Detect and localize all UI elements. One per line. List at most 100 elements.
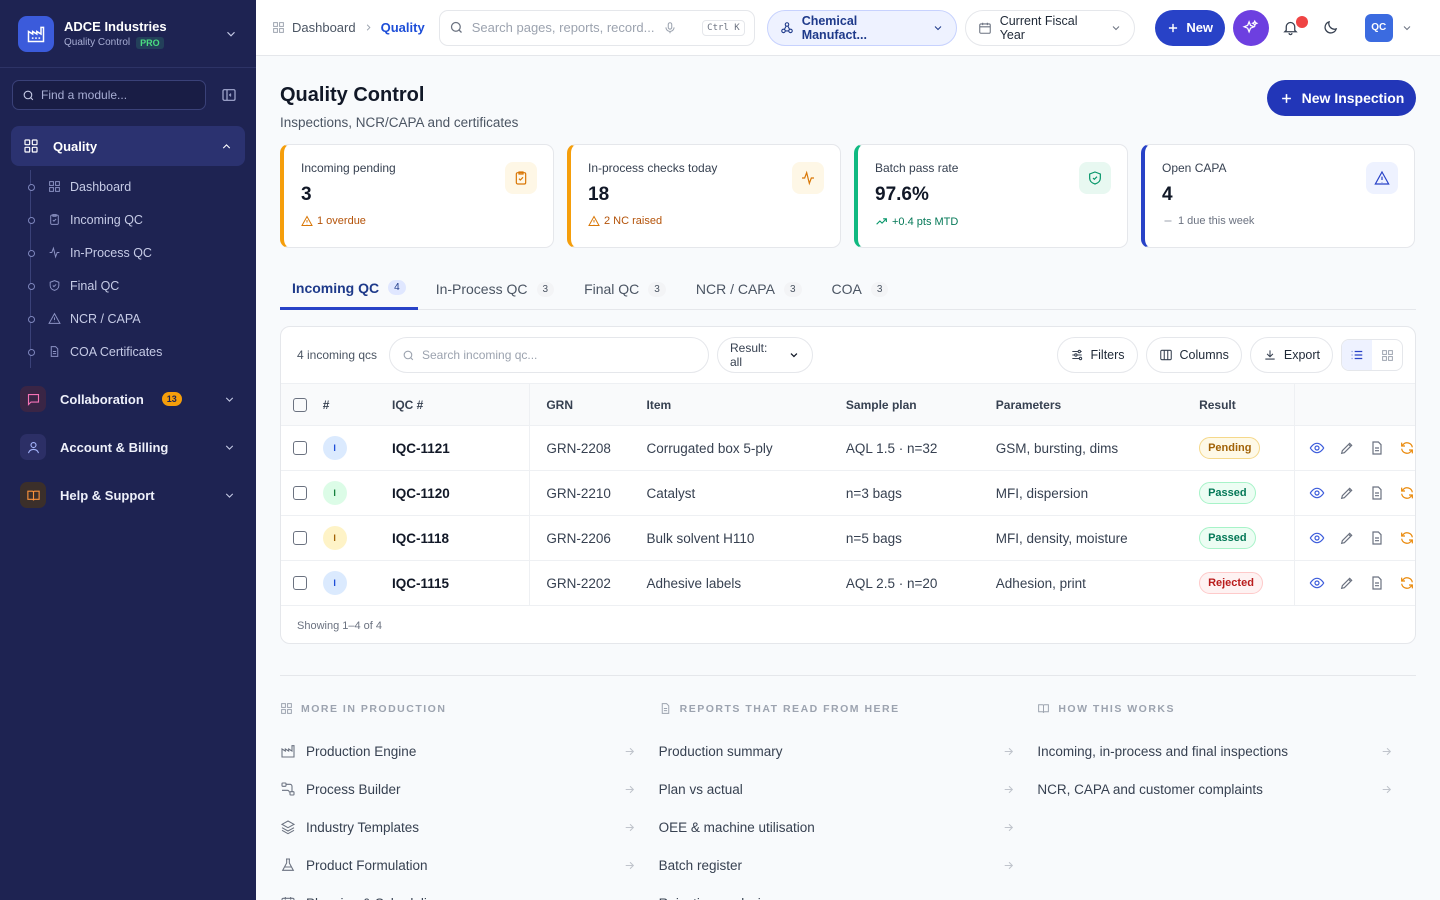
related-link[interactable]: Process Builder [280,770,636,808]
period-selector-value: Current Fiscal Year [999,13,1078,42]
table-row[interactable]: I IQC-1115 GRN-2202 Adhesive labels AQL 2.5 … [281,560,1415,606]
table-row[interactable]: I IQC-1121 GRN-2208 Corrugated box 5-ply AQL… [281,425,1415,471]
edit-pencil-icon[interactable] [1339,575,1355,591]
nav-section-account-billing[interactable]: Account & Billing [11,426,245,468]
avatar[interactable]: QC [1364,13,1393,42]
column-header-iqc[interactable]: IQC # [381,383,531,426]
iqc-number[interactable]: IQC-1118 [381,515,531,561]
related-link[interactable]: Production summary [659,732,1015,770]
related-link[interactable]: NCR, CAPA and customer complaints [1037,770,1393,808]
related-link[interactable]: OEE & machine utilisation [659,808,1015,846]
tab-incoming-qc[interactable]: Incoming QC 4 [280,268,418,310]
select-all-checkbox[interactable] [293,397,307,412]
column-header-sample-plan[interactable]: Sample plan [845,383,996,426]
refresh-icon[interactable] [1399,485,1415,501]
org-switcher[interactable]: ADCE Industries Quality Control PRO [0,0,256,68]
related-link[interactable]: Production Engine [280,732,636,770]
row-checkbox[interactable] [293,441,307,455]
nav-section-help-support[interactable]: Help & Support [11,474,245,516]
edit-pencil-icon[interactable] [1339,440,1355,456]
column-header-parameters[interactable]: Parameters [995,383,1200,426]
related-link[interactable]: Rejection analysis [659,884,1015,900]
nav-section-collaboration[interactable]: Collaboration 13 [11,378,245,420]
refresh-icon[interactable] [1399,530,1415,546]
column-header-item[interactable]: Item [646,383,846,426]
tab-coa[interactable]: COA 3 [820,268,901,310]
table-row[interactable]: I IQC-1118 GRN-2206 Bulk solvent H110 n=5 ba… [281,515,1415,561]
related-link[interactable]: Planning & Scheduling [280,884,636,900]
sidebar-item-in-process-qc[interactable]: In-Process QC [28,236,256,269]
kpi-incoming-pending[interactable]: Incoming pending 3 1 overdue [280,144,554,248]
row-checkbox[interactable] [293,486,307,500]
iqc-number[interactable]: IQC-1115 [381,560,531,606]
theme-toggle[interactable] [1313,10,1349,46]
related-link[interactable]: Industry Templates [280,808,636,846]
arrow-right-icon [1002,859,1015,872]
module-search-input[interactable]: Find a module... [12,80,206,110]
arrow-right-icon [623,821,636,834]
related-links: MORE IN PRODUCTION Production Engine Proce… [280,675,1416,900]
export-button[interactable]: Export [1249,337,1333,373]
industry-selector[interactable]: Chemical Manufact... [766,9,957,46]
sidebar-item-final-qc[interactable]: Final QC [28,269,256,302]
filters-button[interactable]: Filters [1056,337,1138,373]
row-checkbox[interactable] [293,576,307,590]
column-header-grn[interactable]: GRN [529,383,647,426]
sidebar-item-dashboard[interactable]: Dashboard [28,170,256,203]
document-icon[interactable] [1369,530,1385,546]
list-view-button[interactable] [1342,340,1372,370]
new-button[interactable]: New [1154,9,1225,46]
collapse-sidebar-button[interactable] [214,80,244,110]
tab-final-qc[interactable]: Final QC 3 [572,268,678,310]
document-icon[interactable] [1369,485,1385,501]
microphone-icon[interactable] [663,21,677,35]
document-icon[interactable] [1369,575,1385,591]
row-marker: I [322,571,347,595]
refresh-icon[interactable] [1399,440,1415,456]
related-link[interactable]: Batch register [659,846,1015,884]
kpi-in-process-checks[interactable]: In-process checks today 18 2 NC raised [567,144,841,248]
columns-button[interactable]: Columns [1145,337,1242,373]
document-icon[interactable] [1369,440,1385,456]
tab-ncr-capa[interactable]: NCR / CAPA 3 [684,268,814,310]
refresh-icon[interactable] [1399,575,1415,591]
filters-label: Filters [1090,348,1125,362]
notifications-button[interactable] [1273,10,1309,46]
related-link-label: Production summary [658,743,783,759]
related-link[interactable]: Incoming, in-process and final inspectio… [1037,732,1393,770]
table-search-input[interactable]: Search incoming qc... [389,337,709,373]
edit-pencil-icon[interactable] [1339,530,1355,546]
tab-in-process-qc[interactable]: In-Process QC 3 [424,268,566,310]
iqc-number[interactable]: IQC-1120 [381,470,531,516]
view-eye-icon[interactable] [1309,485,1325,501]
related-link[interactable]: Product Formulation [280,846,636,884]
pulse-icon [792,162,824,194]
breadcrumb-dashboard-link[interactable]: Dashboard [292,20,356,35]
nav-group-quality[interactable]: Quality [11,126,245,166]
row-checkbox[interactable] [293,531,307,545]
related-link[interactable]: Plan vs actual [659,770,1015,808]
view-eye-icon[interactable] [1309,575,1325,591]
view-eye-icon[interactable] [1309,530,1325,546]
ai-assistant-button[interactable] [1232,9,1269,46]
sidebar-item-coa-certificates[interactable]: COA Certificates [28,335,256,368]
arrow-right-icon [623,745,636,758]
chevron-down-icon[interactable] [1401,22,1413,34]
view-eye-icon[interactable] [1309,440,1325,456]
kpi-batch-pass-rate[interactable]: Batch pass rate 97.6% +0.4 pts MTD [854,144,1128,248]
sidebar-item-incoming-qc[interactable]: Incoming QC [28,203,256,236]
breadcrumb-current: Quality [380,20,425,35]
record-count: 4 incoming qcs [297,348,378,362]
global-search-input[interactable]: Search pages, reports, record... Ctrl K [438,9,755,46]
period-selector[interactable]: Current Fiscal Year [964,9,1135,46]
table-row[interactable]: I IQC-1120 GRN-2210 Catalyst n=3 bags MFI, di… [281,470,1415,516]
sidebar-item-ncr-capa[interactable]: NCR / CAPA [28,302,256,335]
edit-pencil-icon[interactable] [1339,485,1355,501]
new-inspection-button[interactable]: New Inspection [1267,80,1416,116]
iqc-number[interactable]: IQC-1121 [381,425,531,471]
result-filter-select[interactable]: Result: all [717,337,813,373]
kpi-subtext: +0.4 pts MTD [892,215,959,228]
kpi-open-capa[interactable]: Open CAPA 4 1 due this week [1141,144,1415,248]
grid-view-button[interactable] [1372,340,1402,370]
column-header-result[interactable]: Result [1199,383,1296,426]
